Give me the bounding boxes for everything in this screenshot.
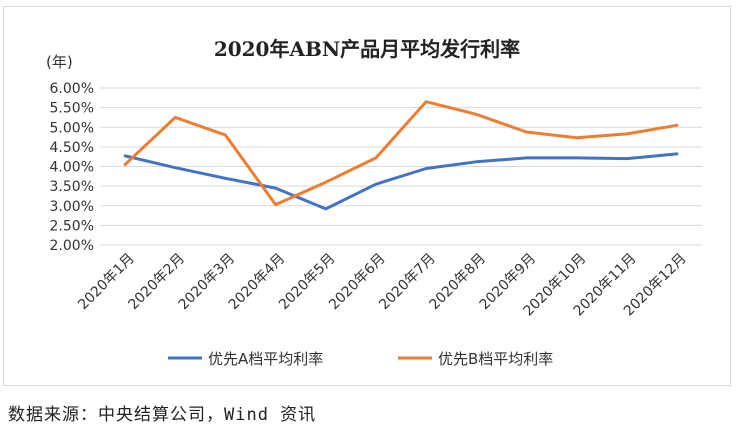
legend-label: 优先A档平均利率	[208, 350, 323, 368]
source-note: 数据来源：中央结算公司，Wind 资讯	[8, 405, 317, 425]
y-tick-label: 5.50%	[50, 101, 94, 117]
chart-container: 2020年ABN产品月平均发行利率 (年)	[3, 6, 731, 386]
chart-title: 2020年ABN产品月平均发行利率	[213, 37, 521, 61]
y-tick-label: 3.50%	[50, 179, 94, 195]
y-tick-label: 6.00%	[50, 81, 94, 97]
y-tick-label: 4.00%	[50, 160, 94, 176]
unit-label: (年)	[46, 53, 73, 71]
y-tick-label: 2.00%	[50, 238, 94, 254]
series-line-a	[123, 152, 679, 211]
y-tick-label: 3.00%	[50, 199, 94, 215]
line-chart: 2.00% 2.50% 3.00% 3.50% 4.00% 4.50% 5.00% 5.50%…	[50, 81, 702, 368]
y-tick-label: 4.50%	[50, 140, 94, 156]
series-line-b	[123, 100, 679, 207]
legend-label: 优先B档平均利率	[438, 350, 553, 368]
y-tick-label: 5.00%	[50, 120, 94, 136]
y-tick-label: 2.50%	[50, 218, 94, 234]
